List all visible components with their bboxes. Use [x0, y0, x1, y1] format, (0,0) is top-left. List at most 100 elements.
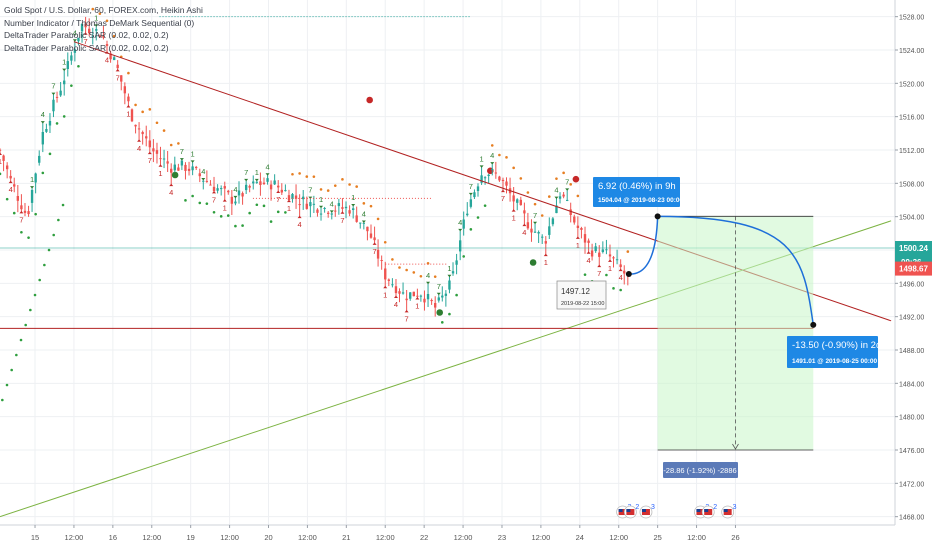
event-badge: 2: [713, 504, 717, 511]
candle-body: [109, 53, 112, 60]
td-arrow: [297, 215, 302, 219]
sar-dot: [526, 191, 530, 194]
events-layer[interactable]: 323223: [616, 504, 737, 519]
us-event-icon[interactable]: 3: [639, 504, 655, 519]
candle-body: [526, 222, 530, 229]
sar-dot: [326, 189, 330, 192]
td-count-label: 1: [158, 169, 162, 178]
td-count-label: 4: [362, 210, 366, 219]
sar-dot: [191, 194, 194, 198]
td-count-label: 7: [469, 182, 473, 191]
candle-body: [202, 180, 205, 182]
price-tick-label: 1504.00: [899, 215, 924, 222]
td-count-label: 7: [372, 247, 376, 256]
td-count-label: 1: [30, 175, 34, 184]
td-count-label: 4: [169, 188, 173, 197]
sar-dot: [0, 172, 2, 176]
candle-body: [266, 178, 269, 182]
low-marker-box: [556, 280, 607, 310]
candle-body: [608, 254, 612, 257]
sar-dot: [177, 142, 180, 145]
td-arrow: [372, 242, 377, 245]
sar-dot: [583, 273, 587, 276]
candle-body: [351, 208, 355, 210]
candle-body: [91, 36, 94, 38]
us-event-icon[interactable]: 2: [623, 504, 639, 519]
sar-dot: [405, 268, 408, 272]
sar-dot: [291, 172, 294, 176]
candle-body: [248, 185, 251, 188]
flag-canton: [723, 509, 728, 512]
projection-point: [654, 213, 661, 220]
candles-layer: [0, 16, 630, 317]
sar-dot: [341, 178, 344, 181]
candle-body: [387, 279, 391, 281]
time-tick-label: 24: [576, 533, 584, 542]
sar-dot: [155, 121, 159, 125]
sar-dot: [398, 266, 401, 269]
candle-body: [405, 298, 408, 301]
sar-dot: [29, 308, 32, 312]
td-count-label: 1: [191, 149, 195, 158]
td-count-label: 1: [576, 241, 580, 250]
candle-body: [519, 199, 522, 206]
td-arrow: [543, 253, 548, 257]
lower-target-label-box: [787, 336, 878, 368]
td-count-label: 7: [212, 195, 216, 204]
price-tick-label: 1496.00: [899, 281, 924, 288]
sar-dot: [433, 275, 437, 278]
td-arrow: [586, 251, 591, 254]
candle-body: [476, 186, 480, 191]
sar-dot: [1, 398, 4, 402]
candle-body: [73, 49, 77, 53]
sar-dot: [276, 210, 280, 214]
td-count-label: 7: [437, 282, 441, 291]
td-count-label: 4: [73, 28, 77, 37]
alt-price-tag-bg: [895, 261, 932, 276]
td-arrow: [72, 39, 77, 42]
time-tick-label: 19: [187, 533, 195, 542]
time-tick-label: 22: [420, 533, 428, 542]
td-count-label: 4: [201, 167, 205, 176]
sar-dot: [483, 204, 487, 207]
td-count-label: 1: [415, 302, 419, 311]
candle-body: [391, 284, 394, 286]
td-arrow: [8, 180, 13, 184]
low-marker-date: 2019-08-22 15:00: [561, 301, 604, 307]
candle-body: [13, 184, 16, 187]
td-count-label: 7: [276, 195, 280, 204]
price-tick-label: 1520.00: [899, 81, 924, 88]
td-arrow: [254, 178, 259, 182]
td-arrow: [522, 223, 527, 227]
low-marker-price: 1497.12: [561, 287, 590, 296]
sar-dot: [269, 220, 273, 223]
candle-body: [120, 75, 123, 82]
sar-dot: [43, 263, 46, 267]
candle-body: [330, 213, 333, 215]
td-count-label: 1: [447, 264, 451, 273]
price-tick-label: 1528.00: [899, 15, 924, 22]
candle-body: [287, 195, 291, 201]
candle-body: [583, 234, 587, 243]
us-event-icon[interactable]: 3: [721, 504, 737, 519]
td-count-label: 7: [501, 194, 505, 203]
legend-td-sequential: Number Indicator / Thomas DeMark Sequent…: [4, 17, 195, 28]
td-count-label: 4: [458, 218, 462, 227]
candle-body: [195, 166, 198, 169]
candle-body: [462, 219, 465, 229]
td-arrow: [447, 274, 452, 278]
us-event-icon[interactable]: 2: [701, 504, 717, 519]
alt-price-tag: 1498.67: [899, 265, 928, 274]
candle-body: [601, 249, 605, 252]
td-arrow: [19, 210, 24, 214]
sar-dot: [605, 273, 608, 277]
sar-dot: [348, 183, 351, 186]
candle-body: [127, 96, 130, 102]
candle-body: [573, 216, 576, 223]
sar-dot: [57, 218, 60, 222]
td-sequential-layer: 1471471471471471471471471471471471471471…: [0, 13, 623, 323]
td-count-label: 4: [41, 110, 45, 119]
